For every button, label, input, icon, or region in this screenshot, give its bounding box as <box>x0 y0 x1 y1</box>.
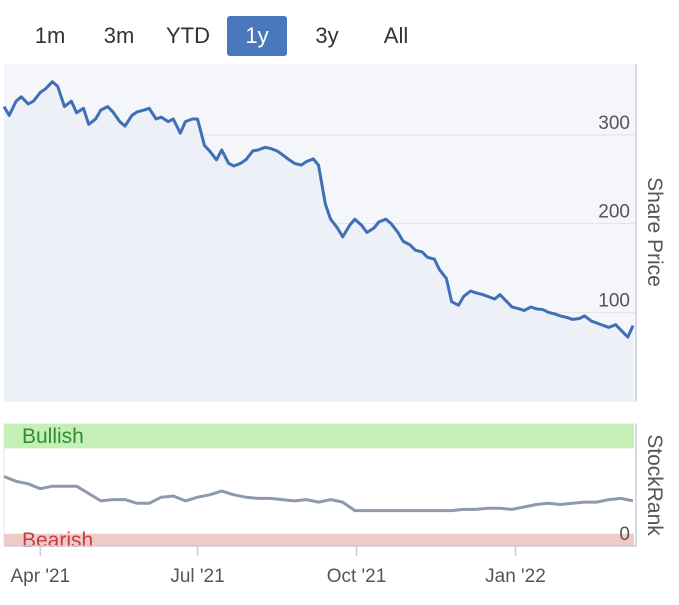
stockrank-panel: Bullish Bearish 0 StockRank <box>3 423 666 552</box>
range-1y-button[interactable]: 1y <box>227 16 287 56</box>
range-3y-button[interactable]: 3y <box>305 16 349 56</box>
share-price-axis-title: Share Price <box>643 177 666 287</box>
range-1m-button[interactable]: 1m <box>28 16 72 56</box>
x-axis: Apr '21 Jul '21 Oct '21 Jan '22 <box>4 545 636 587</box>
price-tick-label: 200 <box>598 202 630 223</box>
range-ytd-button[interactable]: YTD <box>160 16 216 56</box>
bearish-band <box>4 533 634 546</box>
stockrank-axis-title: StockRank <box>643 434 666 536</box>
range-selector: 1m 3m YTD 1y 3y All <box>0 16 460 58</box>
x-tick-label: Oct '21 <box>327 566 387 587</box>
range-all-button[interactable]: All <box>372 16 420 56</box>
x-tick-label: Apr '21 <box>10 566 70 587</box>
stockrank-tick-label: 0 <box>619 524 630 545</box>
price-series-line <box>2 80 635 339</box>
bullish-band <box>4 424 634 449</box>
stockrank-series-line <box>3 475 634 513</box>
range-3m-button[interactable]: 3m <box>96 16 142 56</box>
x-tick-label: Jul '21 <box>170 566 224 587</box>
x-tick-label: Jan '22 <box>485 566 546 587</box>
price-tick-label: 300 <box>598 113 630 134</box>
bearish-band-label: Bearish <box>22 529 93 552</box>
bullish-band-label: Bullish <box>22 425 84 448</box>
price-area-fill <box>4 81 633 401</box>
price-panel: 0100200300 Share Price <box>2 64 666 402</box>
price-tick-label: 100 <box>598 290 630 311</box>
